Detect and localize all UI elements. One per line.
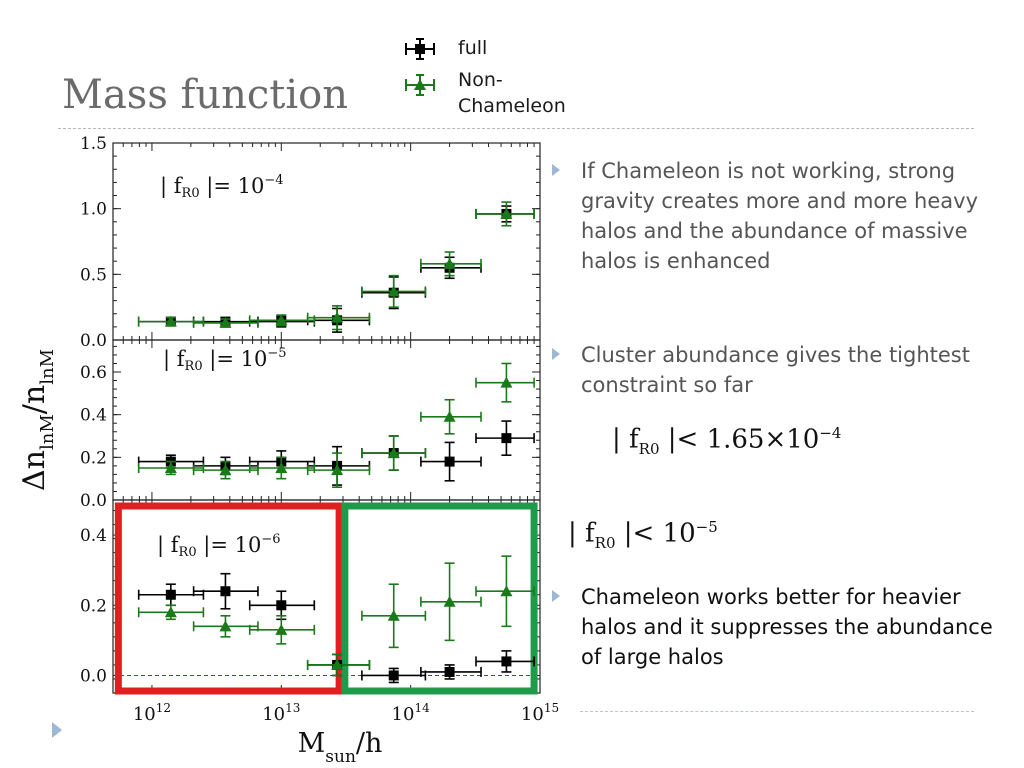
formula-1-rel: |< 1.65×10 [659, 424, 820, 455]
footer-arrow-icon [52, 722, 62, 738]
legend-label-full: full [458, 37, 488, 59]
legend-marker-full [405, 38, 435, 60]
non-chameleon-point [275, 314, 288, 326]
non-chameleon-point [219, 464, 232, 476]
non-chameleon-point [219, 620, 232, 632]
non-chameleon-point [387, 285, 400, 297]
legend-marker-non-chameleon [405, 74, 435, 96]
formula-2-rel: |< 10 [615, 518, 696, 549]
legend-item-non-chameleon: Non- Chameleon [400, 69, 566, 117]
full-point [388, 670, 399, 681]
full-point [501, 656, 512, 667]
mass-function-chart: 0.0 0.5 1.0 1.5 | fR0 |= 10−4 0.0 0.2 0.4 0.6 | f… [17, 134, 559, 767]
highlight-box-green [341, 502, 538, 695]
y-tick-label: 0.5 [80, 265, 107, 285]
non-chameleon-point [387, 609, 400, 621]
y-tick-label: 0.2 [80, 596, 107, 616]
non-chameleon-point [164, 606, 177, 618]
constraint-formula-1: | fR0 |< 1.65×10−4 [612, 424, 841, 458]
x-tick-label: 1015 [521, 701, 559, 725]
formula-1-sup: −4 [819, 424, 842, 442]
full-point [276, 600, 287, 611]
fr0-label: | fR0 |= 10−4 [160, 173, 284, 201]
y-tick-label: 1.0 [80, 200, 107, 220]
non-chameleon-point [275, 462, 288, 473]
y-axis-label: ΔnlnM/nlnM [17, 349, 58, 491]
bullet-text-3: Chameleon works better for heavier halos… [581, 585, 993, 669]
y-tick-label: 1.5 [80, 134, 107, 154]
y-tick-label: 0.0 [80, 666, 107, 686]
x-tick-label: 1013 [262, 701, 300, 725]
fr0-label: | fR0 |= 10−5 [163, 346, 287, 374]
bullet-arrow-icon [552, 164, 560, 176]
fr0-label: | fR0 |= 10−6 [157, 532, 281, 560]
title-divider [58, 128, 974, 129]
y-tick-label: 0.2 [80, 448, 107, 468]
y-tick-label: 0.6 [80, 363, 107, 383]
non-chameleon-point [443, 257, 456, 269]
legend-label-non-chameleon-line2: Chameleon [458, 95, 566, 117]
bullet-arrow-icon [552, 590, 560, 602]
bullet-arrow-icon [552, 348, 560, 360]
non-chameleon-point [500, 207, 513, 219]
non-chameleon-point [331, 464, 344, 476]
non-chameleon-point [500, 376, 513, 388]
x-tick-label: 1012 [133, 701, 171, 725]
y-tick-label: 0.0 [80, 331, 107, 351]
non-chameleon-point [443, 595, 456, 607]
legend-label-non-chameleon-line1: Non- [458, 69, 503, 91]
footer-divider [580, 711, 974, 712]
full-point [444, 666, 455, 677]
y-tick-label: 0.0 [80, 491, 107, 511]
non-chameleon-point [500, 585, 513, 597]
non-chameleon-point [387, 447, 400, 459]
constraint-formula-2: | fR0 |< 10−5 [568, 518, 718, 552]
legend-item-full: full [400, 36, 487, 66]
non-chameleon-point [331, 311, 344, 323]
non-chameleon-point [331, 658, 344, 670]
non-chameleon-point [275, 623, 288, 635]
full-point [165, 589, 176, 600]
formula-2-sub: R0 [594, 533, 616, 552]
full-point [501, 433, 512, 444]
formula-2-prefix: | f [568, 518, 595, 549]
formula-2-sup: −5 [695, 518, 718, 536]
non-chameleon-point [164, 462, 177, 473]
y-tick-label: 0.4 [80, 526, 107, 546]
x-tick-label: 1014 [392, 701, 431, 725]
highlight-box-red [114, 502, 343, 695]
y-tick-label: 0.4 [80, 406, 107, 426]
non-chameleon-point [443, 410, 456, 422]
panel-frame [112, 142, 541, 341]
formula-1-sub: R0 [638, 439, 660, 458]
full-point [444, 456, 455, 467]
bullet-text-1: If Chameleon is not working, strong grav… [581, 159, 978, 273]
formula-1-prefix: | f [612, 424, 639, 455]
x-axis-label: Msun/h [298, 728, 383, 767]
non-chameleon-point [164, 315, 177, 327]
full-point [220, 586, 231, 597]
bullet-text-2: Cluster abundance gives the tightest con… [581, 343, 970, 397]
non-chameleon-point [219, 316, 232, 328]
slide-title: Mass function [62, 72, 349, 118]
